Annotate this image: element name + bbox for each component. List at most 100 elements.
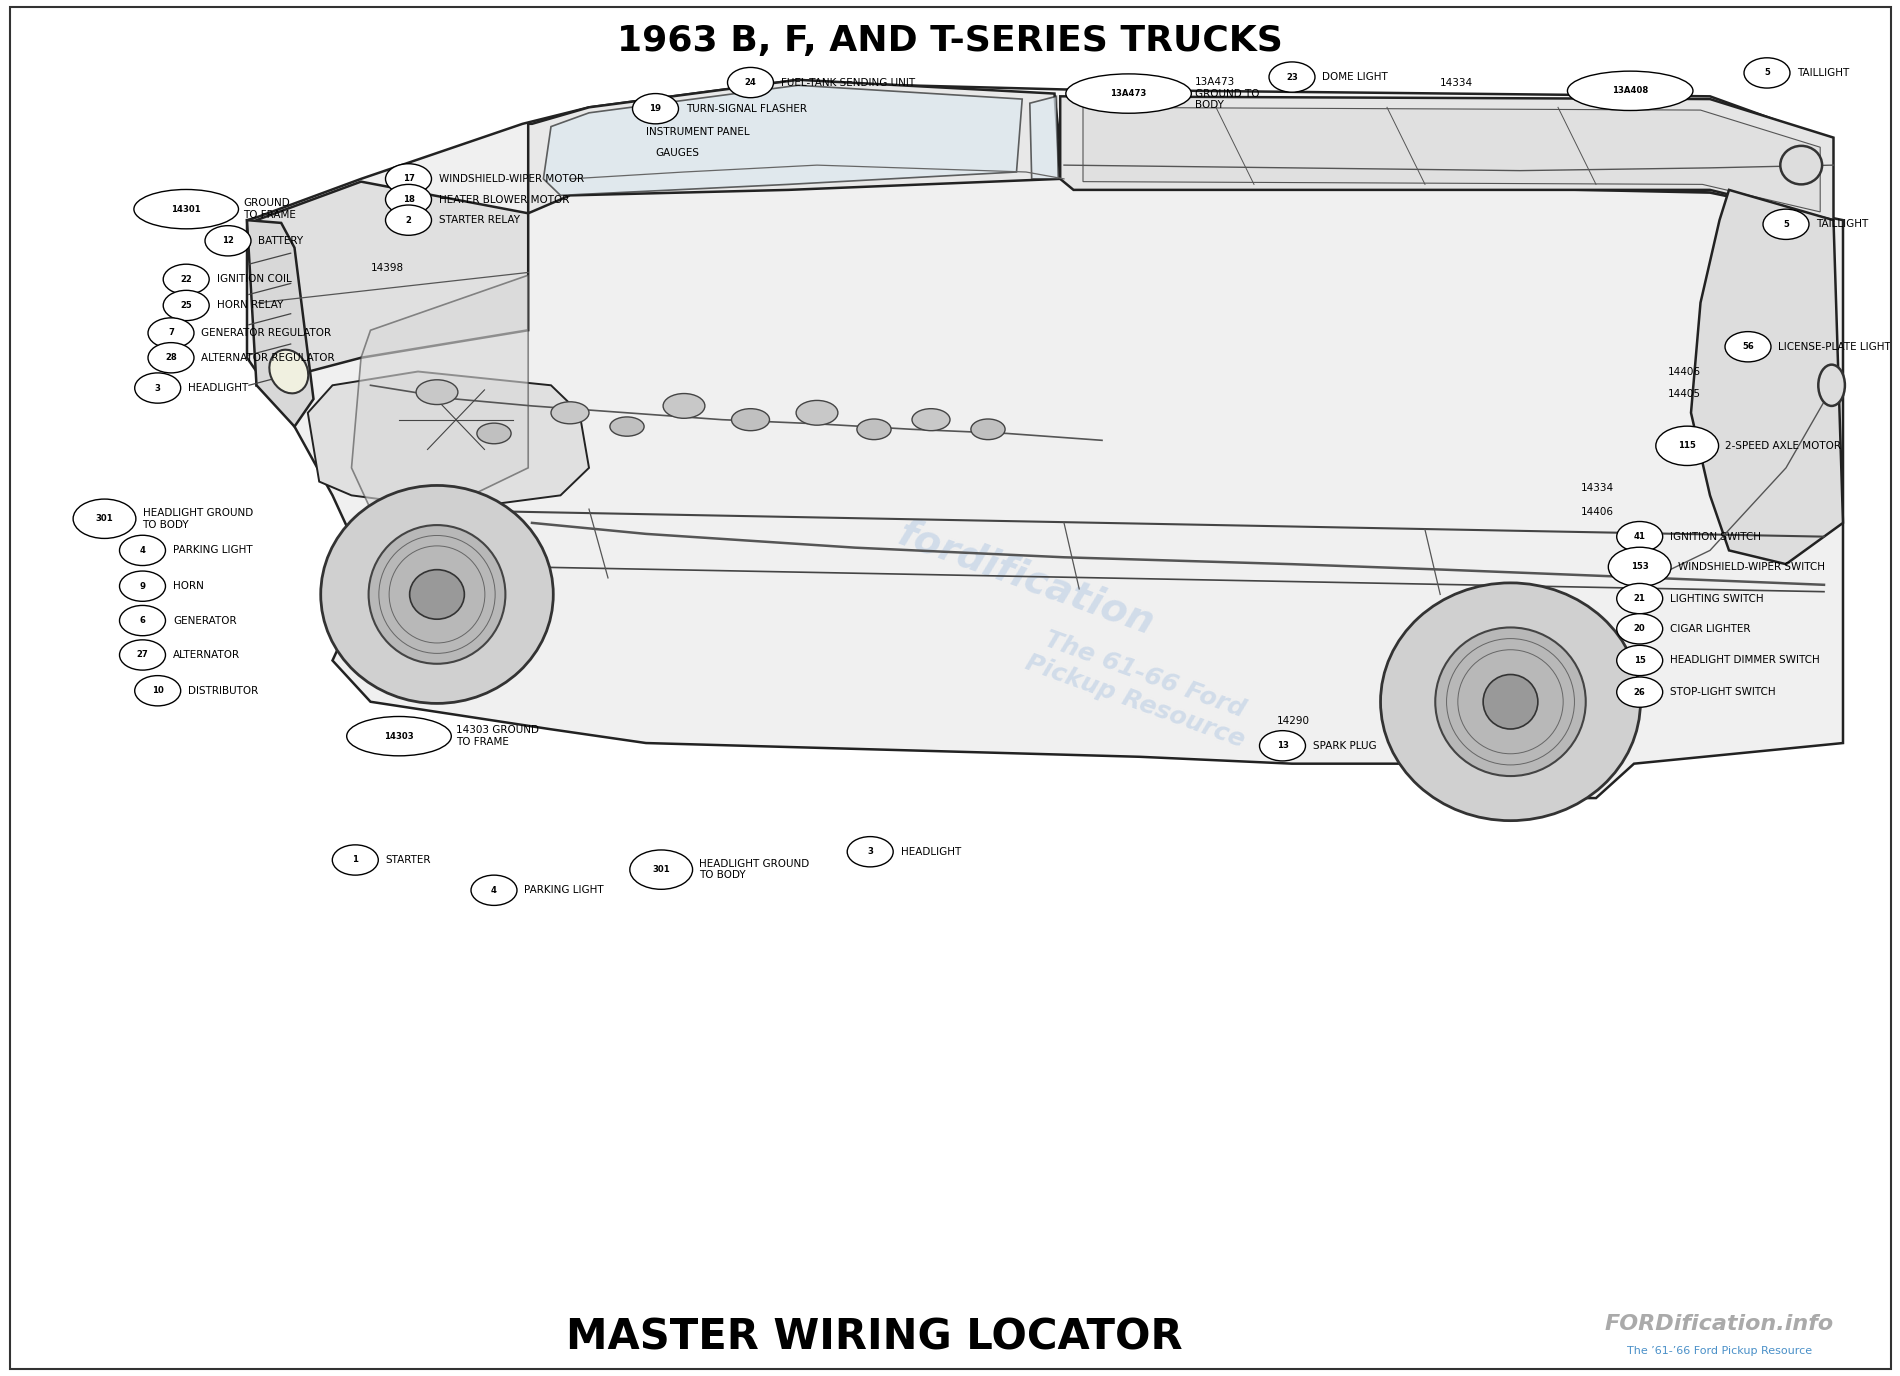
Ellipse shape — [120, 535, 165, 566]
Text: 10: 10 — [152, 687, 163, 695]
Text: 6: 6 — [139, 616, 146, 625]
Ellipse shape — [1607, 548, 1672, 586]
Polygon shape — [247, 80, 1843, 798]
Polygon shape — [308, 372, 589, 509]
Text: 1: 1 — [352, 856, 359, 864]
Text: DOME LIGHT: DOME LIGHT — [1322, 72, 1389, 83]
Ellipse shape — [610, 417, 644, 436]
Ellipse shape — [416, 380, 458, 405]
Ellipse shape — [1269, 62, 1315, 92]
Text: 5: 5 — [1782, 220, 1790, 228]
Text: 13A473: 13A473 — [1110, 89, 1148, 98]
Polygon shape — [528, 80, 1060, 213]
Text: WINDSHIELD-WIPER MOTOR: WINDSHIELD-WIPER MOTOR — [439, 173, 583, 184]
Ellipse shape — [912, 409, 950, 431]
Ellipse shape — [633, 94, 678, 124]
Text: HORN: HORN — [173, 581, 203, 592]
Text: 3: 3 — [866, 848, 874, 856]
Ellipse shape — [1484, 674, 1537, 729]
Text: 28: 28 — [165, 354, 177, 362]
Text: 7: 7 — [167, 329, 175, 337]
Text: LIGHTING SWITCH: LIGHTING SWITCH — [1670, 593, 1763, 604]
Text: GROUND
TO FRAME: GROUND TO FRAME — [243, 198, 296, 220]
Text: MASTER WIRING LOCATOR: MASTER WIRING LOCATOR — [566, 1317, 1182, 1358]
Text: 1963 B, F, AND T-SERIES TRUCKS: 1963 B, F, AND T-SERIES TRUCKS — [618, 25, 1282, 58]
Text: 2-SPEED AXLE MOTOR: 2-SPEED AXLE MOTOR — [1725, 440, 1841, 451]
Ellipse shape — [133, 190, 239, 228]
Ellipse shape — [1655, 427, 1720, 465]
Ellipse shape — [332, 845, 378, 875]
Text: 27: 27 — [137, 651, 148, 659]
Polygon shape — [1691, 190, 1843, 564]
Ellipse shape — [369, 526, 505, 663]
Ellipse shape — [1617, 677, 1662, 707]
Text: STOP-LIGHT SWITCH: STOP-LIGHT SWITCH — [1670, 687, 1776, 698]
Ellipse shape — [205, 226, 251, 256]
Text: 14303: 14303 — [384, 732, 414, 740]
Ellipse shape — [148, 343, 194, 373]
Text: 15: 15 — [1634, 656, 1645, 665]
Text: 301: 301 — [95, 515, 114, 523]
Text: 13: 13 — [1277, 742, 1288, 750]
Text: FORDification.info: FORDification.info — [1606, 1314, 1834, 1335]
Ellipse shape — [120, 571, 165, 601]
Text: 2: 2 — [405, 216, 412, 224]
Text: 23: 23 — [1286, 73, 1298, 81]
Polygon shape — [1060, 96, 1834, 220]
Text: 14301: 14301 — [171, 205, 201, 213]
Ellipse shape — [321, 486, 553, 703]
Ellipse shape — [120, 605, 165, 636]
Text: 14290: 14290 — [1277, 716, 1309, 727]
Text: 13A473
GROUND TO
BODY: 13A473 GROUND TO BODY — [1195, 77, 1260, 110]
Text: 21: 21 — [1634, 594, 1645, 603]
Ellipse shape — [663, 394, 705, 418]
Text: 14303 GROUND
TO FRAME: 14303 GROUND TO FRAME — [456, 725, 540, 747]
Polygon shape — [1030, 96, 1058, 179]
Ellipse shape — [728, 67, 773, 98]
Ellipse shape — [386, 205, 431, 235]
Text: 14398: 14398 — [370, 263, 403, 274]
Text: The 61-66 Ford
Pickup Resource: The 61-66 Ford Pickup Resource — [1022, 623, 1258, 753]
Ellipse shape — [386, 164, 431, 194]
Ellipse shape — [135, 676, 180, 706]
Ellipse shape — [346, 717, 452, 755]
Text: 14406: 14406 — [1581, 506, 1613, 517]
Text: PARKING LIGHT: PARKING LIGHT — [524, 885, 604, 896]
Ellipse shape — [1763, 209, 1809, 239]
Ellipse shape — [135, 373, 180, 403]
Text: 18: 18 — [403, 195, 414, 204]
Polygon shape — [256, 182, 528, 385]
Text: 153: 153 — [1630, 563, 1649, 571]
Text: HEADLIGHT DIMMER SWITCH: HEADLIGHT DIMMER SWITCH — [1670, 655, 1820, 666]
Ellipse shape — [629, 850, 693, 889]
Ellipse shape — [1744, 58, 1790, 88]
Text: GENERATOR: GENERATOR — [173, 615, 236, 626]
Ellipse shape — [163, 264, 209, 294]
Ellipse shape — [1617, 645, 1662, 676]
Ellipse shape — [163, 290, 209, 321]
Text: 56: 56 — [1742, 343, 1754, 351]
Polygon shape — [543, 85, 1022, 195]
Text: 12: 12 — [222, 237, 234, 245]
Ellipse shape — [148, 318, 194, 348]
Text: FUEL-TANK SENDING UNIT: FUEL-TANK SENDING UNIT — [781, 77, 916, 88]
Text: 14406: 14406 — [1668, 366, 1700, 377]
Text: HEADLIGHT: HEADLIGHT — [188, 383, 249, 394]
Ellipse shape — [471, 875, 517, 905]
Text: 9: 9 — [139, 582, 146, 590]
Text: 3: 3 — [154, 384, 162, 392]
Text: 20: 20 — [1634, 625, 1645, 633]
Text: 14334: 14334 — [1581, 483, 1613, 494]
Text: GAUGES: GAUGES — [656, 147, 699, 158]
Text: 13A408: 13A408 — [1611, 87, 1649, 95]
Text: HEADLIGHT: HEADLIGHT — [901, 846, 961, 857]
Text: 24: 24 — [745, 78, 756, 87]
Text: PARKING LIGHT: PARKING LIGHT — [173, 545, 253, 556]
Ellipse shape — [386, 184, 431, 215]
Text: HORN RELAY: HORN RELAY — [217, 300, 283, 311]
Ellipse shape — [72, 499, 137, 538]
Text: 4: 4 — [490, 886, 498, 894]
Ellipse shape — [1260, 731, 1305, 761]
Ellipse shape — [1617, 522, 1662, 552]
Ellipse shape — [857, 420, 891, 440]
